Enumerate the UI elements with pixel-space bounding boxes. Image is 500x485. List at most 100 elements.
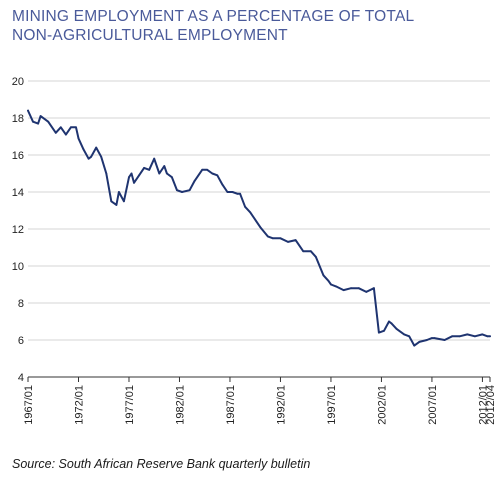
- series-line: [27, 109, 491, 347]
- data-point: [443, 339, 446, 341]
- data-point: [335, 285, 337, 288]
- data-point: [153, 157, 156, 160]
- data-point: [236, 192, 239, 195]
- x-tick-label: 2002/01: [376, 385, 388, 425]
- data-point: [65, 133, 67, 136]
- data-point: [342, 289, 345, 291]
- data-point: [327, 279, 330, 282]
- data-point: [287, 241, 289, 243]
- data-point: [489, 335, 491, 338]
- data-point: [123, 200, 125, 203]
- data-point: [390, 322, 393, 325]
- x-tick-label: 1987/01: [225, 385, 237, 425]
- data-point: [481, 333, 484, 336]
- data-point: [314, 255, 317, 258]
- data-point: [259, 226, 262, 229]
- data-point: [294, 239, 297, 242]
- data-point: [148, 168, 151, 171]
- data-point: [82, 148, 85, 151]
- data-point: [279, 237, 282, 240]
- data-point: [378, 331, 380, 334]
- y-tick-label: 14: [12, 187, 24, 199]
- data-point: [59, 126, 62, 129]
- data-point: [158, 172, 161, 175]
- data-point: [105, 172, 108, 175]
- data-point: [249, 211, 252, 214]
- y-tick-label: 16: [12, 150, 24, 162]
- data-point: [365, 291, 368, 293]
- data-point: [451, 335, 453, 338]
- data-point: [193, 180, 196, 182]
- data-point: [413, 344, 416, 347]
- data-point: [37, 122, 39, 125]
- data-point: [166, 172, 168, 175]
- data-point: [32, 120, 34, 123]
- data-point: [90, 155, 92, 158]
- x-tick-label: 2012/01: [477, 385, 489, 425]
- data-point: [118, 191, 120, 193]
- data-point: [388, 320, 390, 323]
- y-tick-label: 20: [12, 76, 24, 88]
- data-point: [266, 235, 269, 238]
- x-tick-label: 2012/04: [485, 385, 497, 425]
- data-point: [486, 335, 489, 338]
- y-tick-label: 4: [18, 372, 24, 384]
- data-point: [216, 174, 219, 177]
- y-tick-label: 6: [18, 335, 24, 347]
- data-point: [239, 192, 242, 195]
- data-point: [54, 131, 57, 134]
- data-point: [181, 191, 183, 193]
- data-point: [474, 335, 476, 338]
- source-note: Source: South African Reserve Bank quart…: [12, 457, 311, 471]
- data-point: [128, 176, 130, 179]
- data-point: [130, 172, 133, 175]
- data-point: [201, 168, 204, 171]
- data-point: [211, 172, 214, 175]
- data-point: [47, 120, 50, 123]
- data-point: [206, 168, 209, 171]
- data-point: [110, 200, 113, 203]
- data-point: [39, 115, 42, 117]
- x-tick-label: 1997/01: [326, 385, 338, 425]
- data-point: [75, 126, 77, 129]
- x-tick-label: 2007/01: [427, 385, 439, 425]
- x-tick-label: 1972/01: [73, 385, 85, 425]
- y-tick-label: 8: [18, 298, 24, 310]
- data-point: [302, 250, 305, 253]
- data-point: [100, 155, 103, 158]
- data-point: [176, 189, 178, 192]
- data-point: [433, 337, 436, 339]
- data-point: [231, 191, 234, 193]
- y-tick-label: 18: [12, 113, 24, 125]
- data-point: [403, 333, 406, 336]
- data-point: [272, 237, 274, 240]
- data-point: [373, 287, 375, 290]
- data-point: [77, 137, 80, 140]
- data-point: [163, 165, 166, 168]
- data-point: [171, 176, 173, 179]
- data-point: [115, 204, 118, 206]
- data-point: [221, 183, 224, 186]
- data-point: [408, 335, 411, 338]
- data-point: [95, 146, 98, 149]
- data-point: [133, 181, 135, 184]
- data-point: [431, 337, 433, 339]
- data-point: [143, 167, 146, 169]
- data-point: [350, 287, 352, 290]
- data-point: [395, 328, 398, 330]
- data-point: [466, 333, 469, 336]
- data-point: [188, 189, 191, 192]
- data-point: [357, 287, 360, 290]
- x-tick-label: 1967/01: [23, 385, 35, 425]
- data-point: [309, 250, 312, 253]
- data-point: [330, 283, 332, 286]
- data-point: [418, 341, 421, 343]
- data-point: [244, 205, 247, 208]
- data-point: [426, 339, 428, 341]
- data-point: [383, 329, 385, 332]
- y-tick-label: 10: [12, 261, 24, 273]
- data-point: [322, 274, 325, 277]
- y-tick-label: 12: [12, 224, 24, 236]
- chart-title: MINING EMPLOYMENT AS A PERCENTAGE OF TOT…: [12, 8, 414, 44]
